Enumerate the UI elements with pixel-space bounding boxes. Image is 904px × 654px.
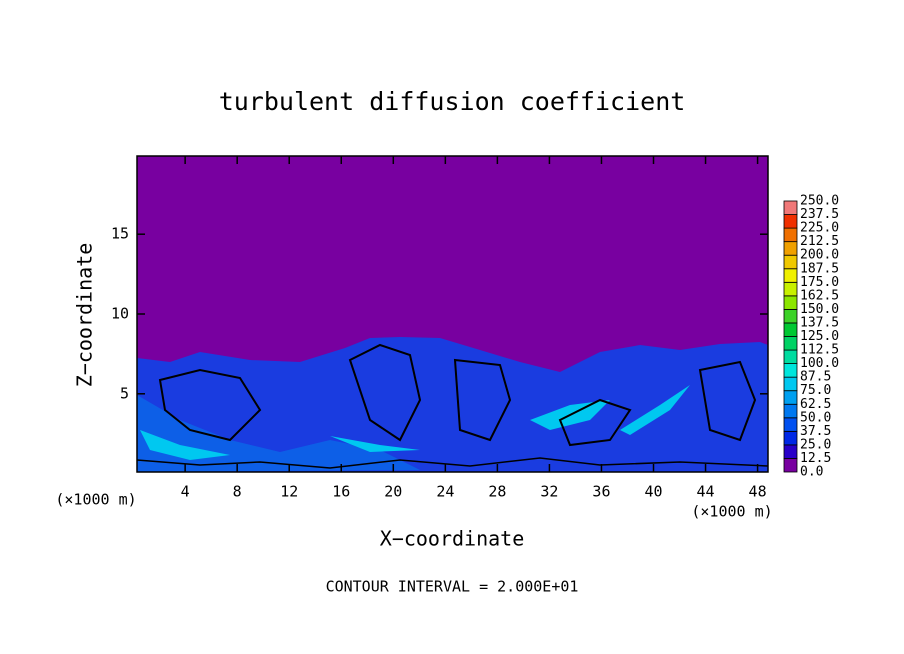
x-tick-label: 4 [181, 483, 190, 501]
field [136, 156, 769, 472]
x-tick-label: 40 [644, 483, 662, 501]
contour-line [136, 457, 769, 469]
field-streak [140, 385, 690, 460]
x-tick-label: 48 [749, 483, 767, 501]
colorbar-box [783, 336, 798, 351]
contour-note: CONTOUR INTERVAL = 2.000E+01 [326, 578, 579, 596]
colorbar-label: 25.0 [800, 437, 831, 452]
contour-line [158, 343, 757, 447]
x-tick-label: 28 [488, 483, 506, 501]
colorbar-label: 12.5 [800, 451, 831, 466]
colorbar-label: 87.5 [800, 370, 831, 385]
x-axis-label: X−coordinate [380, 527, 525, 551]
colorbar-box [783, 308, 798, 324]
x-tick-label: 12 [280, 483, 298, 501]
colorbar-box [783, 363, 798, 378]
colorbar-box [783, 322, 798, 337]
colorbar-label: 212.5 [800, 234, 839, 249]
x-tick-label: 8 [233, 483, 242, 501]
y-axis-label: Z−coordinate [73, 243, 97, 388]
y-tick-label: 15 [111, 225, 129, 243]
colorbar-box [783, 403, 798, 419]
colorbar-label: 137.5 [800, 315, 839, 330]
x-tick-label: 32 [540, 483, 558, 501]
colorbar-label: 100.0 [800, 356, 839, 371]
colorbar-label: 175.0 [800, 275, 839, 290]
y-unit: (×1000 m) [55, 491, 136, 509]
colorbar-label: 150.0 [800, 302, 839, 317]
colorbar-label: 50.0 [800, 410, 831, 425]
x-tick-label: 36 [592, 483, 610, 501]
colorbar-box [783, 268, 798, 283]
colorbar-box [783, 390, 798, 405]
colorbar-box [783, 295, 798, 310]
colorbar-box [783, 349, 798, 364]
colorbar-label: 75.0 [800, 383, 831, 398]
colorbar-label: 237.5 [800, 207, 839, 222]
y-tick-label: 5 [120, 384, 129, 402]
x-tick-label: 24 [436, 483, 454, 501]
x-tick-label: 16 [332, 483, 350, 501]
colorbar-label: 62.5 [800, 397, 831, 412]
colorbar-box [783, 281, 798, 297]
colorbar-label: 37.5 [800, 424, 831, 439]
colorbar-box [783, 227, 798, 243]
colorbar-box [783, 417, 798, 432]
colorbar-label: 112.5 [800, 343, 839, 358]
colorbar-box [783, 444, 798, 459]
x-tick-label: 20 [384, 483, 402, 501]
y-tick-label: 10 [111, 305, 129, 323]
colorbar-label: 162.5 [800, 288, 839, 303]
colorbar-box [783, 241, 798, 256]
colorbar-label: 125.0 [800, 329, 839, 344]
x-tick-label: 44 [697, 483, 715, 501]
colorbar-box [783, 458, 798, 473]
colorbar-label: 250.0 [800, 194, 839, 209]
colorbar-label: 225.0 [800, 221, 839, 236]
colorbar-box [783, 430, 798, 446]
colorbar-label: 0.0 [800, 465, 823, 480]
x-unit: (×1000 m) [691, 503, 772, 521]
colorbar-label: 200.0 [800, 248, 839, 263]
colorbar-label: 187.5 [800, 261, 839, 276]
chart-title: turbulent diffusion coefficient [219, 87, 686, 116]
colorbar-box [783, 254, 798, 270]
colorbar-box [783, 200, 798, 215]
colorbar-box [783, 214, 798, 229]
colorbar-box [783, 376, 798, 392]
